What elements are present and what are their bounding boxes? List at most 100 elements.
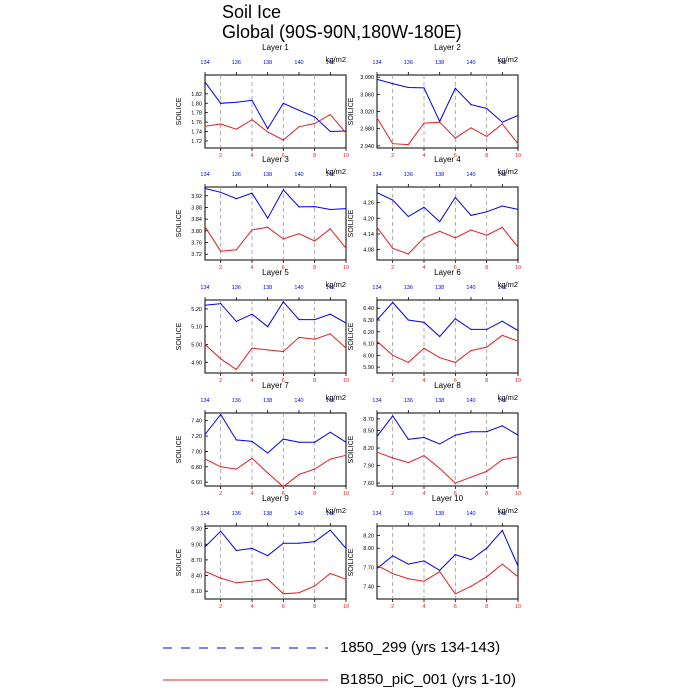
panel-7-point-b1850 — [251, 457, 253, 459]
panel-10-point-1850 — [407, 563, 409, 565]
panel-6-point-1850 — [376, 319, 378, 321]
panel-3-point-b1850 — [267, 226, 269, 228]
panel-1-ylabel: SOILICE — [176, 97, 183, 125]
panel-3-point-b1850 — [204, 226, 206, 228]
panel-1-point-1850 — [235, 101, 237, 103]
panel-8-point-b1850 — [439, 467, 441, 470]
panel-4-xtick-label-bottom: 4 — [422, 265, 425, 271]
panel-6-point-1850 — [501, 320, 503, 322]
panel-7-point-b1850 — [298, 473, 300, 476]
panel-5-point-1850 — [235, 320, 237, 322]
panel-7-point-1850 — [314, 441, 316, 443]
panel-7-ytick-label: 7.40 — [191, 419, 202, 425]
panel-7-point-1850 — [345, 441, 347, 443]
panel-3-ytick-label: 3.76 — [191, 240, 202, 246]
panel-6-point-1850 — [439, 335, 441, 338]
panel-4-ylabel: SOILICE — [348, 209, 355, 237]
panel-9-xtick-label-top: 142 — [326, 511, 335, 517]
panel-8-xtick-label-bottom: 8 — [485, 491, 488, 497]
panel-1-xtick-label-bottom: 4 — [250, 153, 253, 159]
panel-4-point-b1850 — [486, 234, 488, 236]
panel-9-xtick-label-bottom: 6 — [282, 604, 285, 610]
panel-9-xtick-label-top: 136 — [232, 511, 241, 517]
panel-7-series-b1850-line — [204, 454, 347, 488]
panel-9-point-1850 — [220, 530, 222, 532]
panel-9-point-b1850 — [282, 593, 284, 595]
panel-2-ytick-label: 3.060 — [360, 92, 374, 98]
panel-9-xtick-label-top: 140 — [294, 511, 303, 517]
panel-8-xtick-label-bottom: 6 — [454, 491, 457, 497]
panel-7-units: kg/m2 — [326, 393, 346, 402]
panel-2-series-1850-line — [376, 78, 519, 123]
panel-7-point-1850 — [267, 452, 269, 454]
panel-2-xtick-label-top: 142 — [498, 60, 507, 66]
panel-6-ytick-label: 6.20 — [363, 330, 374, 336]
panel-1-point-b1850 — [314, 122, 316, 125]
panel-1-point-b1850 — [235, 128, 237, 130]
panel-1-xtick-label-top: 142 — [326, 60, 335, 66]
panel-2-xtick-label-bottom: 10 — [515, 153, 521, 159]
panel-3-point-b1850 — [235, 249, 237, 251]
panel-5-point-1850 — [251, 313, 253, 315]
panel-2-point-b1850 — [517, 143, 519, 145]
panel-4-point-1850 — [517, 208, 519, 211]
panel-6-point-1850 — [454, 318, 456, 320]
panel-2-point-b1850 — [423, 122, 425, 124]
panel-10-xtick-label-top: 140 — [466, 511, 475, 517]
panel-10-frame — [376, 525, 519, 600]
panel-3-point-b1850 — [298, 233, 300, 235]
panel-10-xtick-label-top: 142 — [498, 511, 507, 517]
panel-10-point-b1850 — [501, 563, 503, 565]
panel-5-point-1850 — [314, 318, 316, 321]
panel-3-xtick-label-top: 140 — [294, 172, 303, 178]
panel-9-xtick-label-bottom: 4 — [250, 604, 253, 610]
panel-3-point-1850 — [329, 208, 331, 211]
panel-8-point-b1850 — [454, 482, 456, 484]
panel-10-point-b1850 — [454, 593, 456, 595]
panel-1-point-b1850 — [267, 131, 269, 133]
panel-3-series-b1850-line — [204, 226, 347, 252]
panel-2-point-1850 — [470, 104, 472, 106]
panel-4-point-1850 — [392, 199, 394, 201]
panel-7-xtick-label-top: 142 — [326, 398, 335, 404]
panel-2-ytick-label: 2.940 — [360, 144, 374, 150]
panel-5-ytick-label: 5.00 — [191, 343, 202, 349]
panel-7-point-b1850 — [345, 454, 347, 456]
panel-10-point-b1850 — [407, 578, 409, 580]
panel-7-ytick-label: 7.00 — [191, 449, 202, 455]
panel-4-frame — [376, 186, 519, 261]
panel-1-xtick-label-top: 136 — [232, 60, 241, 66]
panel-6-xtick-label-bottom: 10 — [515, 378, 521, 384]
panel-6-point-b1850 — [407, 361, 409, 364]
panel-5-point-1850 — [298, 318, 300, 321]
panel-6-xtick-label-top: 140 — [466, 285, 475, 291]
panel-8-xtick-label-top: 142 — [498, 398, 507, 404]
panel-6-title: Layer 6 — [434, 268, 461, 277]
panel-8-ytick-label: 7.90 — [363, 464, 374, 470]
panel-9-title: Layer 9 — [262, 494, 289, 503]
panel-3-ytick-label: 3.92 — [191, 194, 202, 200]
panel-8-xtick-label-bottom: 4 — [422, 491, 425, 497]
panel-6-ytick-label: 6.40 — [363, 306, 374, 312]
panel-3-xtick-label-top: 134 — [200, 172, 209, 178]
panel-4-ytick-label: 4.08 — [363, 248, 374, 254]
panel-9-point-1850 — [298, 542, 300, 544]
panel-3-point-b1850 — [282, 238, 284, 240]
panel-5-point-1850 — [267, 326, 269, 328]
panel-3-xtick-label-bottom: 10 — [343, 265, 349, 271]
panel-9-ylabel: SOILICE — [176, 548, 183, 576]
panel-3-ylabel: SOILICE — [176, 209, 183, 237]
panel-6-xtick-label-top: 136 — [404, 285, 413, 291]
panel-2-frame — [376, 74, 519, 149]
panel-2-point-1850 — [407, 86, 409, 89]
panel-7-xtick-label-bottom: 4 — [250, 491, 253, 497]
panel-7-xtick-label-bottom: 10 — [343, 491, 349, 497]
panel-7-point-1850 — [204, 433, 206, 436]
panel-10-point-b1850 — [470, 585, 472, 587]
panel-2-point-1850 — [376, 78, 378, 80]
panel-3-xtick-label-bottom: 2 — [219, 265, 222, 271]
panel-7-xtick-label-bottom: 6 — [282, 491, 285, 497]
panel-5-xtick-label-bottom: 6 — [282, 378, 285, 384]
panel-1-series-1850-line — [204, 81, 347, 133]
